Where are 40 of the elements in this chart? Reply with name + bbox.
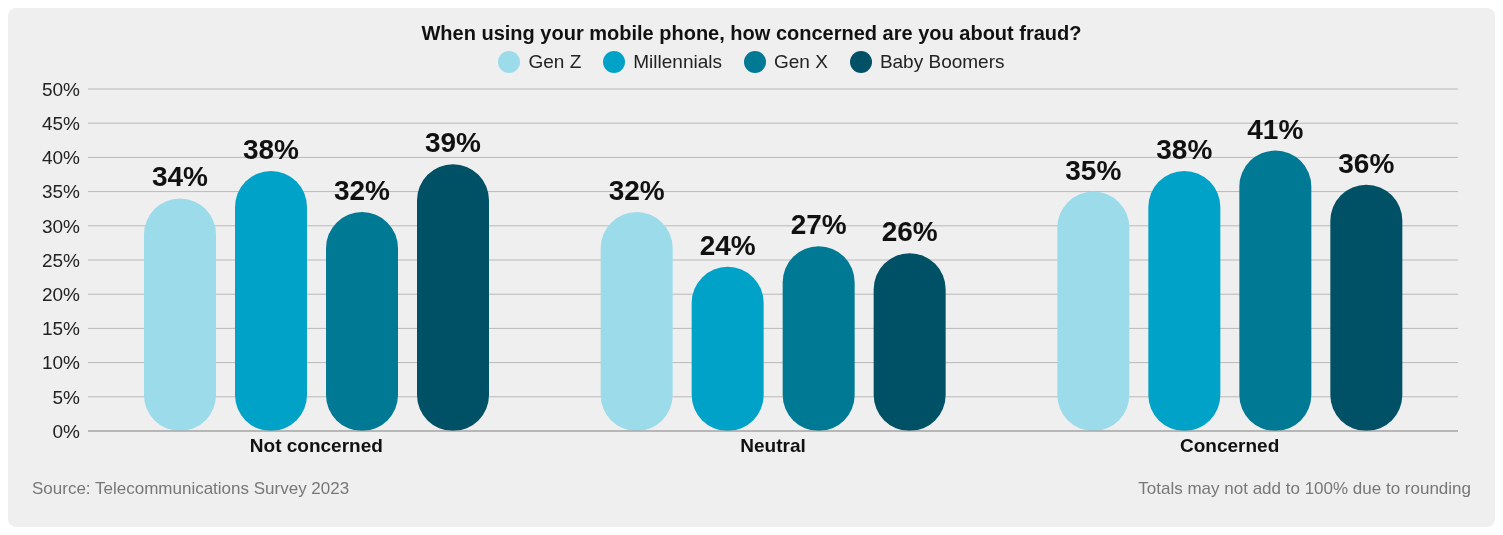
data-label: 38% [1156,134,1213,166]
x-tick-label: Not concerned [249,435,383,457]
y-tick-label: 10% [41,352,81,374]
legend-label: Millennials [633,51,722,73]
bar [1330,184,1403,431]
x-tick-label: Concerned [1180,435,1280,457]
y-tick-label: 25% [41,249,81,271]
legend-label: Gen X [774,51,828,73]
legend-label: Gen Z [528,51,582,73]
text: Totals may not add to 100% due to rounding [1138,479,1471,499]
y-tick-label: 45% [41,112,81,134]
y-tick-label: 40% [41,147,81,169]
data-label: 24% [699,229,756,261]
y-tick-label: 30% [41,215,81,237]
bar [1148,171,1221,431]
data-label: 38% [242,134,300,166]
chart-title: When using your mobile phone, how concerned are you about fraud? [420,22,1083,45]
y-tick-label: 0% [52,420,81,442]
bar [144,198,216,431]
bar [417,164,489,431]
y-tick-label: 35% [41,181,81,203]
bar [235,171,307,431]
data-label: 41% [1247,113,1304,145]
data-label: 32% [608,175,665,207]
y-tick-label: 50% [41,78,81,100]
data-label: 35% [1065,154,1122,186]
legend-label: Baby Boomers [879,51,1005,73]
source-note: Source: Telecommunications Survey 2023 [32,479,350,499]
y-tick-label: 20% [41,283,81,305]
bar [1057,191,1130,431]
bar [1239,150,1312,431]
x-tick-label: Neutral [740,435,806,457]
data-label: 34% [151,161,209,193]
data-label: 36% [1338,147,1395,179]
y-tick-label: 5% [52,386,81,408]
y-tick-label: 15% [41,318,81,340]
data-label: 39% [424,127,482,159]
data-label: 32% [333,175,391,207]
data-label: 27% [790,209,847,241]
data-label: 26% [881,216,938,248]
